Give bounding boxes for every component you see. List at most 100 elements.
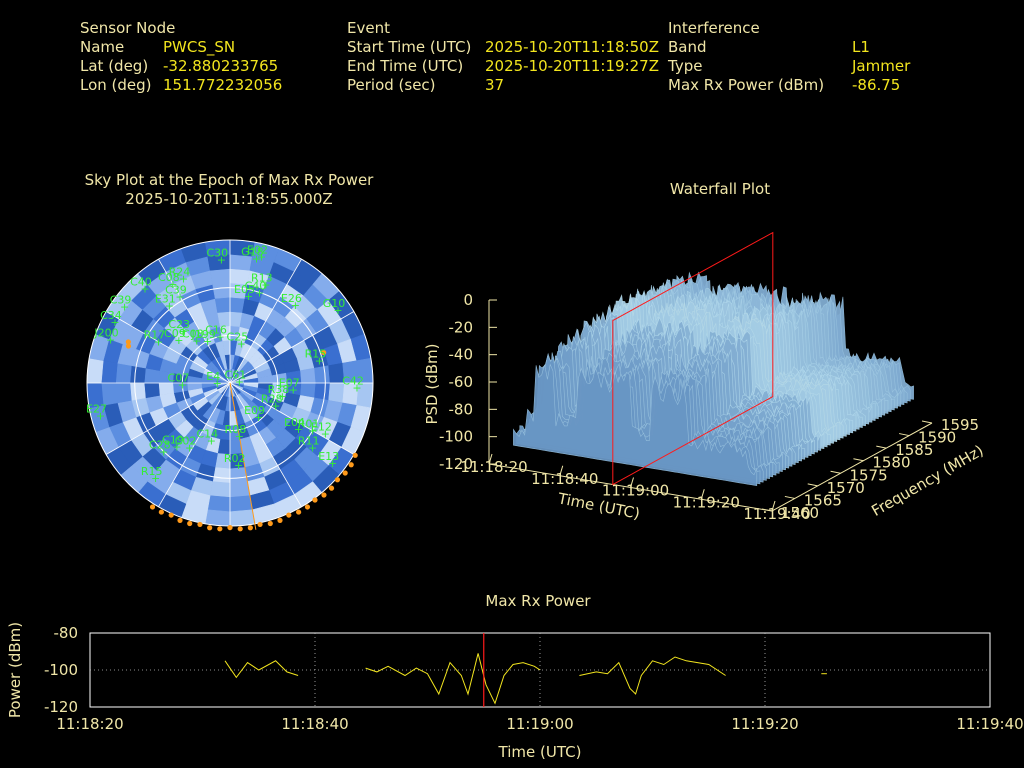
- satellite-marker: +: [252, 253, 261, 266]
- azimuth-spoke: [229, 382, 355, 455]
- z-tick-label: -60: [449, 373, 474, 391]
- satellite-label: R15: [305, 348, 327, 361]
- satellite-marker: +: [234, 459, 243, 472]
- freq-tick: [761, 508, 773, 512]
- interference-marker: [207, 525, 213, 531]
- satellite-marker: +: [328, 457, 337, 470]
- sky-tile: [314, 382, 331, 401]
- satellite-label: E02: [247, 244, 268, 257]
- satellite-label: C28: [149, 439, 171, 452]
- z-tick-label: -100: [439, 428, 473, 446]
- satellite-marker: +: [203, 335, 212, 348]
- time-tick: [700, 489, 705, 500]
- power-x-tick-label: 11:19:20: [731, 715, 798, 733]
- power-x-tick-label: 11:18:20: [56, 715, 123, 733]
- satellite-label: E07: [279, 377, 300, 390]
- sky-tile: [214, 296, 231, 313]
- interference-marker: [296, 509, 302, 515]
- sky-tile: [115, 362, 132, 384]
- satellite-marker: +: [175, 290, 184, 303]
- sky-tile: [229, 481, 251, 498]
- interference-marker: [312, 497, 318, 503]
- interference-marker: [342, 470, 348, 476]
- sensor-lat-label: Lat (deg): [80, 57, 149, 75]
- sensor-heading: Sensor Node: [80, 19, 176, 37]
- interference-marker: [277, 517, 283, 523]
- satellite-marker: +: [96, 409, 105, 422]
- event-end-label: End Time (UTC): [347, 57, 464, 75]
- event-end-value: 2025-10-20T11:19:27Z: [485, 57, 659, 75]
- satellite-label: R15: [141, 465, 163, 478]
- azimuth-spoke: [158, 382, 231, 508]
- satellite-label: E09: [244, 404, 265, 417]
- interference-marker: [267, 520, 273, 527]
- interference-marker: [352, 452, 358, 458]
- satellite-label: R11: [298, 435, 320, 448]
- freq-tick: [807, 483, 818, 487]
- satellite-label: R02: [224, 452, 246, 465]
- satellite-marker: +: [179, 272, 188, 285]
- sky-tile: [143, 382, 160, 399]
- satellite-marker: +: [106, 334, 115, 347]
- interference-marker: [247, 525, 253, 531]
- satellite-label: C23: [168, 318, 190, 331]
- interference-heading: Interference: [668, 19, 760, 37]
- satellite-marker: +: [172, 440, 181, 453]
- power-y-tick-label: -100: [44, 661, 78, 679]
- satellite-label: C19: [162, 433, 184, 446]
- satellite-label: E31: [155, 292, 176, 305]
- sky-tile: [212, 467, 231, 484]
- waterfall-title: Waterfall Plot: [669, 180, 771, 198]
- satellite-marker: +: [179, 325, 188, 338]
- freq-tick: [853, 458, 864, 462]
- satellite-marker: +: [308, 442, 317, 455]
- satellite-marker: +: [185, 442, 194, 455]
- satellite-label: C34: [100, 309, 122, 322]
- satellite-marker: +: [207, 434, 216, 447]
- power-series-line: [224, 660, 299, 679]
- power-series-line: [365, 653, 541, 705]
- interference-marker: [125, 339, 131, 345]
- interference-marker: [227, 524, 233, 531]
- interference-band-label: Band: [668, 38, 707, 56]
- satellite-marker: +: [235, 430, 244, 443]
- satellite-marker: +: [315, 355, 324, 368]
- satellite-label: C40: [245, 279, 267, 292]
- time-tick: [559, 465, 564, 476]
- satellite-label: J200: [93, 327, 118, 340]
- satellite-marker: +: [261, 278, 270, 291]
- satellite-label: G10: [323, 297, 346, 310]
- max-rx-power-title: Max Rx Power: [485, 592, 591, 610]
- satellite-label: C07: [168, 372, 190, 385]
- satellite-label: R13: [251, 271, 273, 284]
- z-axis-label: PSD (dBm): [423, 343, 441, 424]
- satellite-label: E13: [318, 450, 339, 463]
- satellite-marker: +: [159, 446, 168, 459]
- satellite-label: C40: [130, 276, 152, 289]
- satellite-marker: +: [255, 286, 264, 299]
- power-series-line: [579, 656, 726, 695]
- interference-marker: [177, 517, 183, 523]
- sky-tile: [204, 509, 231, 527]
- power-x-axis-label: Time (UTC): [498, 743, 582, 761]
- sky-tile: [207, 495, 231, 512]
- sky-tile: [86, 357, 104, 384]
- satellite-marker: +: [237, 337, 246, 350]
- freq-tick-label: 1595: [941, 416, 979, 434]
- sensor-lon-value: 151.772232056: [163, 76, 283, 94]
- interference-type-value: Jammer: [852, 57, 911, 75]
- interference-marker: [328, 485, 335, 491]
- satellite-label: C14: [196, 427, 218, 440]
- azimuth-spoke: [105, 311, 231, 384]
- freq-tick-label: 1565: [804, 491, 842, 509]
- satellite-marker: +: [289, 384, 298, 397]
- interference-marker: [334, 477, 341, 483]
- satellite-label: C39: [165, 283, 187, 296]
- satellite-marker: +: [217, 253, 226, 266]
- sky-plot-subtitle: 2025-10-20T11:18:55.000Z: [125, 190, 333, 208]
- event-start-value: 2025-10-20T11:18:50Z: [485, 38, 659, 56]
- satellite-marker: +: [154, 336, 163, 349]
- interference-marker: [187, 520, 193, 527]
- event-period-value: 37: [485, 76, 505, 94]
